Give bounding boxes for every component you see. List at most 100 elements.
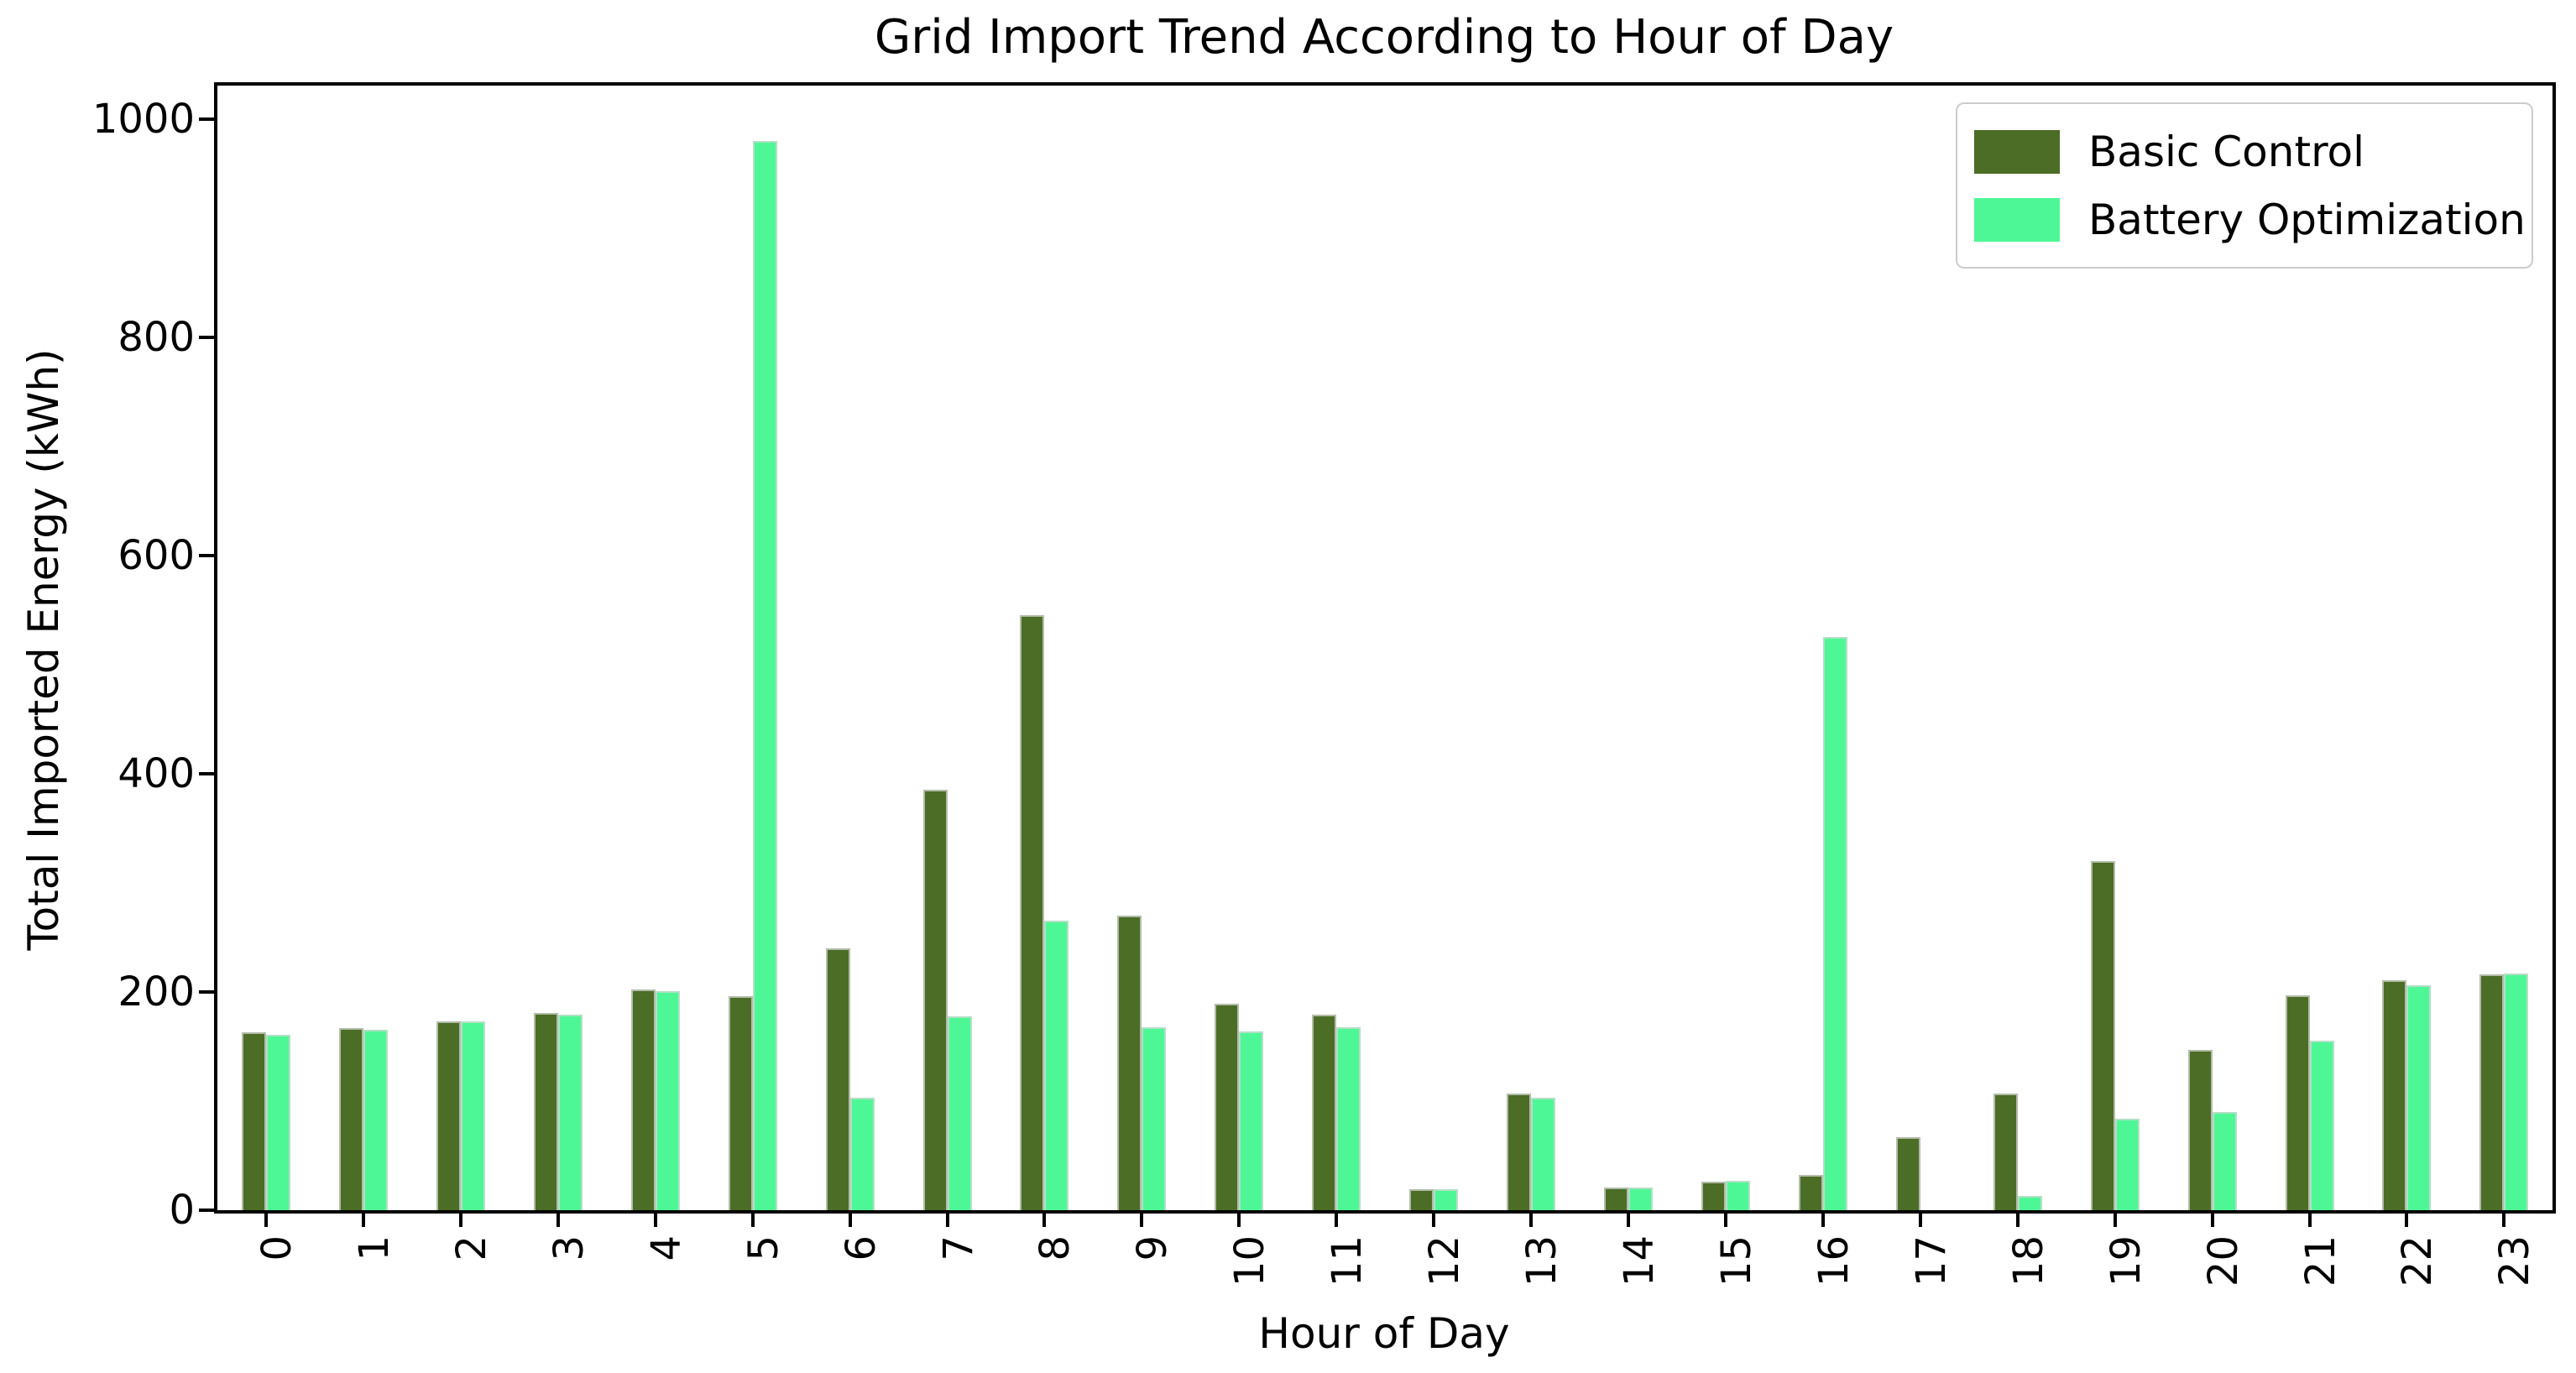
x-tick-label: 1 — [350, 1235, 398, 1261]
bar-basic-control-hour-10 — [1215, 1004, 1240, 1210]
y-tick — [199, 553, 214, 557]
x-tick — [1335, 1212, 1339, 1227]
x-tick-label: 21 — [2296, 1235, 2344, 1287]
x-tick-label: 20 — [2199, 1235, 2247, 1287]
x-tick — [1042, 1212, 1047, 1227]
x-tick — [2405, 1212, 2409, 1227]
bar-basic-control-hour-15 — [1701, 1182, 1726, 1210]
x-axis-label: Hour of Day — [1258, 1309, 1510, 1358]
y-tick — [199, 1209, 214, 1212]
x-tick — [1918, 1212, 1922, 1227]
bar-battery-optimization-hour-11 — [1336, 1026, 1361, 1210]
legend-row-battery-optimization: Battery Optimization — [1974, 196, 2526, 244]
bar-basic-control-hour-2 — [436, 1021, 461, 1210]
y-tick-label: 1000 — [91, 95, 195, 143]
chart-title: Grid Import Trend According to Hour of D… — [874, 10, 1894, 65]
x-tick — [361, 1212, 365, 1227]
bar-battery-optimization-hour-22 — [2406, 985, 2432, 1210]
bar-basic-control-hour-20 — [2187, 1049, 2213, 1210]
legend-label-battery-optimization: Battery Optimization — [2088, 195, 2526, 244]
x-tick — [2502, 1212, 2506, 1227]
x-tick-label: 0 — [253, 1235, 300, 1261]
x-tick — [458, 1212, 462, 1227]
bar-basic-control-hour-17 — [1895, 1136, 1920, 1210]
legend-swatch-basic-control — [1974, 129, 2060, 174]
bar-battery-optimization-hour-7 — [947, 1015, 972, 1210]
bar-battery-optimization-hour-8 — [1044, 921, 1069, 1210]
x-tick-label: 19 — [2102, 1235, 2150, 1287]
x-tick — [2210, 1212, 2214, 1227]
x-tick — [1723, 1212, 1727, 1227]
bar-battery-optimization-hour-2 — [460, 1021, 485, 1210]
x-tick-label: 23 — [2491, 1235, 2539, 1287]
y-tick-label: 0 — [169, 1187, 195, 1234]
bar-battery-optimization-hour-23 — [2504, 973, 2529, 1210]
bar-basic-control-hour-7 — [922, 790, 948, 1210]
bar-battery-optimization-hour-4 — [655, 990, 680, 1210]
bar-battery-optimization-hour-20 — [2212, 1111, 2237, 1210]
bar-battery-optimization-hour-18 — [2017, 1196, 2042, 1210]
x-tick — [653, 1212, 657, 1227]
bar-battery-optimization-hour-1 — [363, 1030, 388, 1210]
legend: Basic Control Battery Optimization — [1956, 102, 2533, 269]
bar-basic-control-hour-11 — [1312, 1015, 1337, 1210]
bar-basic-control-hour-13 — [1507, 1093, 1532, 1210]
bar-battery-optimization-hour-12 — [1434, 1189, 1459, 1210]
bar-battery-optimization-hour-10 — [1239, 1031, 1264, 1210]
bar-basic-control-hour-12 — [1409, 1189, 1434, 1210]
x-tick — [1432, 1212, 1436, 1227]
bar-basic-control-hour-8 — [1020, 615, 1045, 1210]
bar-battery-optimization-hour-21 — [2309, 1041, 2334, 1210]
y-tick — [199, 117, 214, 121]
x-tick — [945, 1212, 949, 1227]
bar-basic-control-hour-0 — [242, 1032, 266, 1210]
bar-battery-optimization-hour-13 — [1531, 1098, 1556, 1210]
bar-battery-optimization-hour-15 — [1725, 1180, 1750, 1210]
x-tick — [750, 1212, 755, 1227]
bar-basic-control-hour-21 — [2285, 995, 2310, 1210]
bar-battery-optimization-hour-3 — [557, 1015, 583, 1210]
plot-area — [214, 82, 2556, 1214]
bar-basic-control-hour-3 — [533, 1012, 558, 1210]
legend-row-basic-control: Basic Control — [1974, 128, 2515, 176]
legend-swatch-battery-optimization — [1974, 197, 2060, 242]
x-tick-label: 2 — [447, 1235, 495, 1261]
x-tick-label: 4 — [642, 1235, 690, 1261]
x-tick — [1237, 1212, 1241, 1227]
x-tick — [264, 1212, 268, 1227]
bar-battery-optimization-hour-5 — [752, 140, 777, 1210]
bar-basic-control-hour-9 — [1117, 915, 1142, 1210]
y-tick — [199, 771, 214, 775]
x-tick — [1140, 1212, 1144, 1227]
bar-basic-control-hour-18 — [1993, 1093, 2018, 1210]
y-tick — [199, 335, 214, 339]
bar-basic-control-hour-1 — [338, 1027, 363, 1210]
x-tick-label: 22 — [2394, 1235, 2442, 1287]
x-tick — [2015, 1212, 2020, 1227]
bar-battery-optimization-hour-0 — [266, 1034, 290, 1210]
bar-battery-optimization-hour-6 — [849, 1098, 875, 1210]
bar-battery-optimization-hour-16 — [1822, 637, 1847, 1210]
bar-basic-control-hour-23 — [2479, 974, 2505, 1210]
y-tick — [199, 989, 214, 994]
x-tick — [556, 1212, 560, 1227]
y-tick-label: 800 — [118, 313, 195, 361]
bar-basic-control-hour-4 — [630, 989, 656, 1210]
x-tick-label: 3 — [545, 1235, 593, 1261]
bar-basic-control-hour-5 — [728, 996, 753, 1210]
bar-basic-control-hour-14 — [1604, 1187, 1629, 1210]
bar-battery-optimization-hour-9 — [1142, 1026, 1167, 1210]
bar-basic-control-hour-6 — [825, 948, 850, 1210]
y-tick-label: 200 — [118, 968, 195, 1015]
bar-battery-optimization-hour-19 — [2114, 1118, 2140, 1210]
x-tick — [2307, 1212, 2312, 1227]
bar-battery-optimization-hour-14 — [1628, 1187, 1654, 1210]
legend-label-basic-control: Basic Control — [2088, 127, 2365, 176]
y-tick-label: 400 — [118, 749, 195, 797]
y-axis-label: Total Imported Energy (kWh) — [19, 348, 68, 951]
bar-basic-control-hour-16 — [1798, 1175, 1823, 1210]
x-tick — [2113, 1212, 2117, 1227]
bar-basic-control-hour-19 — [2090, 860, 2115, 1210]
x-tick — [1627, 1212, 1631, 1227]
